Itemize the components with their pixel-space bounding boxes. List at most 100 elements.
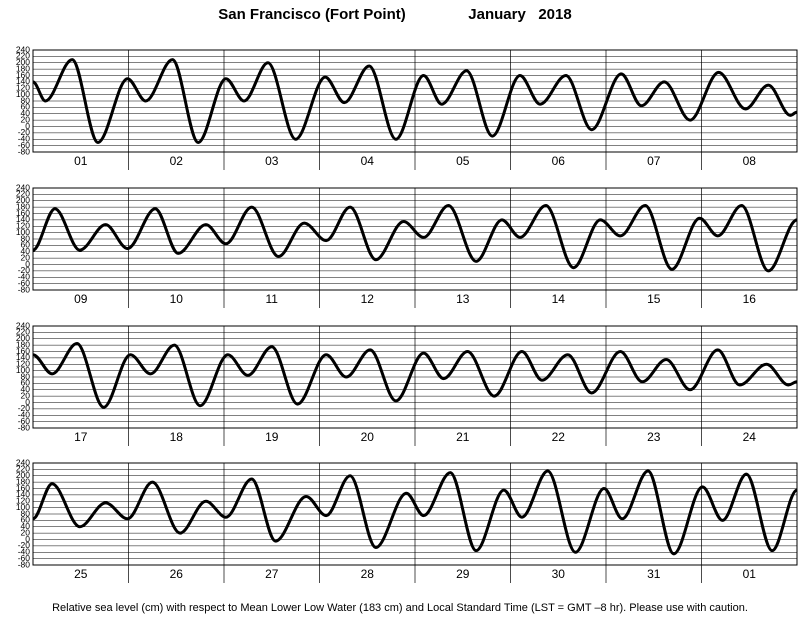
x-tick-label: 17 (74, 430, 88, 444)
y-tick-label: 80 (21, 95, 31, 105)
x-tick-label: 14 (552, 292, 566, 306)
y-tick-label: 40 (21, 108, 31, 118)
x-tick-label: 09 (74, 292, 88, 306)
tide-line (32, 342, 798, 409)
y-tick-label: -60 (18, 553, 31, 563)
x-tick-label: 02 (170, 154, 184, 168)
y-tick-label: 220 (16, 464, 30, 474)
x-tick-label: 31 (647, 567, 661, 581)
y-tick-label: 120 (16, 221, 30, 231)
y-tick-label: 20 (21, 114, 31, 124)
x-tick-label: 25 (74, 567, 88, 581)
y-tick-label: 80 (21, 233, 31, 243)
y-tick-label: 220 (16, 51, 30, 61)
x-tick-label: 26 (170, 567, 184, 581)
x-tick-label: 29 (456, 567, 470, 581)
y-tick-label: 80 (21, 371, 31, 381)
y-tick-label: 20 (21, 390, 31, 400)
y-tick-label: -40 (18, 134, 31, 144)
x-tick-label: 27 (265, 567, 279, 581)
y-tick-label: 140 (16, 489, 30, 499)
y-tick-label: 60 (21, 240, 31, 250)
y-tick-label: 20 (21, 527, 31, 537)
y-tick-label: 0 (25, 397, 30, 407)
y-tick-label: 200 (16, 195, 30, 205)
y-tick-label: 80 (21, 508, 31, 518)
footer-note: Relative sea level (cm) with respect to … (52, 602, 748, 614)
chart-date: January 2018 (468, 6, 571, 23)
y-tick-label: 40 (21, 384, 31, 394)
y-tick-label: -20 (18, 403, 31, 413)
x-tick-label: 04 (361, 154, 375, 168)
y-tick-label: 200 (16, 57, 30, 67)
y-tick-label: 0 (25, 534, 30, 544)
y-tick-label: -40 (18, 272, 31, 282)
y-tick-label: -80 (18, 422, 31, 432)
y-tick-label: 140 (16, 352, 30, 362)
y-tick-label: 20 (21, 252, 31, 262)
y-tick-label: 100 (16, 502, 30, 512)
x-tick-label: 08 (743, 154, 757, 168)
y-tick-label: 60 (21, 378, 31, 388)
y-tick-label: 240 (16, 44, 30, 54)
y-tick-label: 120 (16, 83, 30, 93)
y-tick-label: 0 (25, 121, 30, 131)
y-tick-label: -20 (18, 127, 31, 137)
y-tick-label: 200 (16, 470, 30, 480)
y-tick-label: 160 (16, 483, 30, 493)
y-tick-label: -80 (18, 559, 31, 569)
y-tick-label: 120 (16, 359, 30, 369)
y-tick-label: 240 (16, 182, 30, 192)
y-tick-label: 40 (21, 521, 31, 531)
chart-title: San Francisco (Fort Point) (218, 6, 406, 23)
y-tick-label: 140 (16, 76, 30, 86)
y-tick-label: 180 (16, 339, 30, 349)
y-tick-label: 160 (16, 346, 30, 356)
x-tick-label: 21 (456, 430, 470, 444)
x-tick-label: 12 (361, 292, 375, 306)
plot-frame (32, 325, 798, 429)
x-tick-label: 03 (265, 154, 279, 168)
x-tick-label: 30 (552, 567, 566, 581)
x-tick-label: 28 (361, 567, 375, 581)
y-tick-label: 0 (25, 259, 30, 269)
y-tick-label: 100 (16, 89, 30, 99)
y-tick-label: 140 (16, 214, 30, 224)
x-tick-label: 01 (743, 567, 757, 581)
plot-frame (32, 49, 798, 153)
y-tick-label: 180 (16, 63, 30, 73)
y-tick-label: 200 (16, 333, 30, 343)
y-tick-label: 120 (16, 496, 30, 506)
tide-line (32, 58, 798, 144)
y-tick-label: -60 (18, 278, 31, 288)
x-tick-label: 16 (743, 292, 757, 306)
y-tick-label: 100 (16, 227, 30, 237)
y-tick-label: 240 (16, 457, 30, 467)
x-tick-label: 07 (647, 154, 661, 168)
y-tick-label: 160 (16, 208, 30, 218)
x-tick-label: 01 (74, 154, 88, 168)
y-tick-label: 160 (16, 70, 30, 80)
y-tick-label: 60 (21, 102, 31, 112)
x-tick-label: 10 (170, 292, 184, 306)
x-tick-label: 22 (552, 430, 566, 444)
x-tick-label: 20 (361, 430, 375, 444)
x-tick-label: 19 (265, 430, 279, 444)
x-tick-label: 05 (456, 154, 470, 168)
x-tick-label: 24 (743, 430, 757, 444)
y-tick-label: -40 (18, 410, 31, 420)
y-tick-label: -40 (18, 547, 31, 557)
x-tick-label: 13 (456, 292, 470, 306)
y-tick-label: -60 (18, 416, 31, 426)
x-tick-label: 06 (552, 154, 566, 168)
y-tick-label: 180 (16, 476, 30, 486)
x-tick-label: 15 (647, 292, 661, 306)
y-tick-label: -20 (18, 540, 31, 550)
y-tick-label: 40 (21, 246, 31, 256)
y-tick-label: -20 (18, 265, 31, 275)
y-tick-label: 220 (16, 189, 30, 199)
x-tick-label: 11 (266, 292, 279, 306)
y-tick-label: 180 (16, 201, 30, 211)
plot-frame (32, 462, 798, 566)
